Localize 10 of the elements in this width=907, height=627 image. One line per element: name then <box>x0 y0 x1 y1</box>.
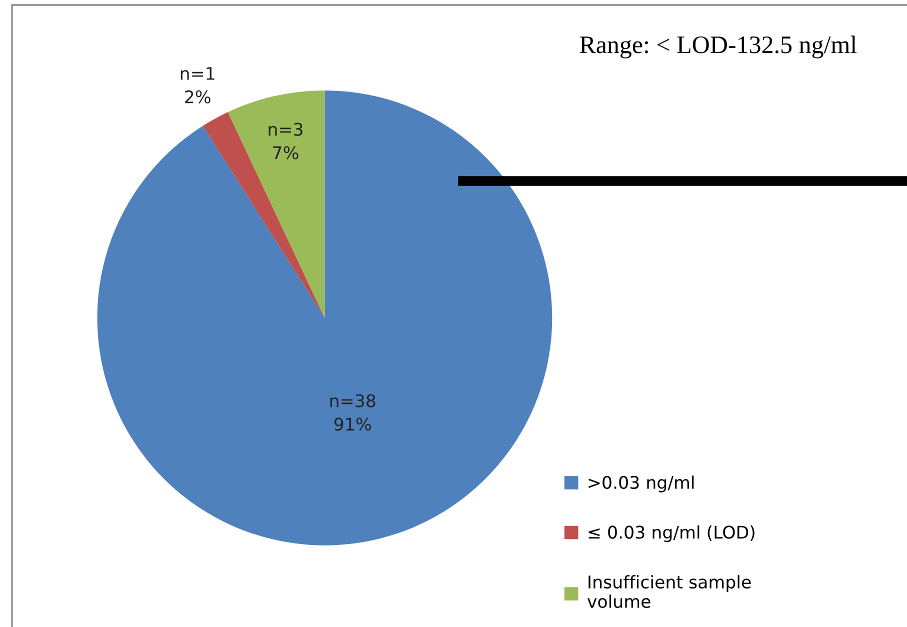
legend-label: ≤ 0.03 ng/ml (LOD) <box>588 525 754 542</box>
pie-slice <box>228 90 325 318</box>
data-label: n=1 2% <box>180 67 214 104</box>
pie-slice <box>97 90 552 546</box>
data-label: n=38 91% <box>330 394 376 431</box>
text: Range: < LOD-132.5 ng/ml <box>580 36 857 58</box>
legend-label: Insufficient sample volume <box>587 575 751 608</box>
legend-label: >0.03 ng/ml <box>588 476 694 492</box>
pie-slice <box>202 112 325 318</box>
data-label: n=3 7% <box>268 122 302 160</box>
